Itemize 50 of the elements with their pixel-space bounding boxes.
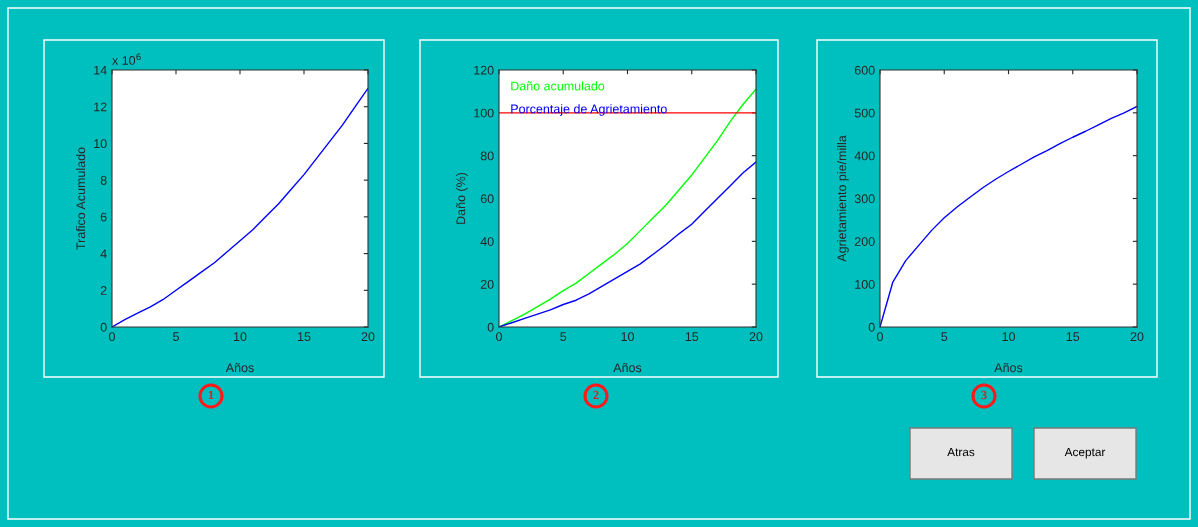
y-tick-label: 0 bbox=[868, 322, 875, 332]
x-tick-label: 0 bbox=[877, 332, 883, 342]
y-tick-label: 400 bbox=[854, 151, 875, 161]
x-axis-title: Años bbox=[613, 363, 642, 373]
text: Aceptar bbox=[1064, 447, 1106, 459]
y-tick-label: 12 bbox=[94, 102, 107, 112]
x-axis-title: Años bbox=[225, 363, 254, 373]
y-tick-label: 14 bbox=[94, 65, 107, 75]
x-tick-label: 10 bbox=[621, 332, 634, 342]
x-tick-label: 10 bbox=[234, 332, 247, 342]
x-tick-label: 5 bbox=[560, 332, 567, 342]
x-tick-label: 5 bbox=[941, 332, 948, 342]
x-tick-label: 0 bbox=[496, 332, 502, 342]
y-tick-label: 300 bbox=[854, 194, 875, 204]
x-tick-label: 20 bbox=[361, 332, 375, 342]
x-tick-label: 20 bbox=[1130, 332, 1144, 342]
y-tick-label: 120 bbox=[474, 65, 494, 75]
text: 3 bbox=[981, 390, 987, 400]
y-tick-label: 40 bbox=[480, 237, 494, 246]
y-tick-label: 2 bbox=[100, 286, 107, 295]
x-tick-label: 20 bbox=[749, 332, 763, 342]
x-tick-label: 15 bbox=[685, 332, 699, 342]
y-tick-label: 0 bbox=[100, 322, 107, 332]
y-tick-label: 100 bbox=[474, 108, 494, 118]
y-axis-title: Trafico Acumulado bbox=[76, 147, 86, 250]
y-tick-label: 600 bbox=[854, 65, 875, 75]
y-tick-label: 6 bbox=[100, 212, 107, 222]
y-tick-label: 80 bbox=[480, 151, 494, 161]
y-tick-label: 200 bbox=[854, 237, 875, 246]
text: Daño acumulado bbox=[511, 81, 605, 91]
y-tick-label: 100 bbox=[855, 279, 875, 289]
text: Atras bbox=[947, 447, 975, 457]
y-axis-title: Agrietamiento pie/milla bbox=[837, 135, 849, 262]
x-tick-label: 15 bbox=[298, 332, 311, 342]
y-tick-label: 20 bbox=[480, 279, 494, 289]
text: 1 bbox=[208, 390, 214, 400]
x-tick-label: 10 bbox=[1002, 332, 1015, 342]
y-tick-label: 500 bbox=[854, 108, 875, 118]
text: x 10$^{6}$ bbox=[112, 53, 141, 65]
y-tick-label: 0 bbox=[487, 322, 494, 332]
x-axis-title: Años bbox=[994, 363, 1023, 373]
x-tick-label: 0 bbox=[109, 332, 115, 342]
y-tick-label: 10 bbox=[94, 139, 107, 149]
y-tick-label: 8 bbox=[100, 175, 107, 185]
x-tick-label: 15 bbox=[1066, 332, 1080, 342]
x-tick-label: 5 bbox=[173, 332, 179, 342]
text: 2 bbox=[593, 390, 599, 400]
y-tick-label: 4 bbox=[100, 249, 107, 259]
y-axis-title: Daño (%) bbox=[456, 172, 468, 224]
y-tick-label: 60 bbox=[480, 194, 494, 204]
